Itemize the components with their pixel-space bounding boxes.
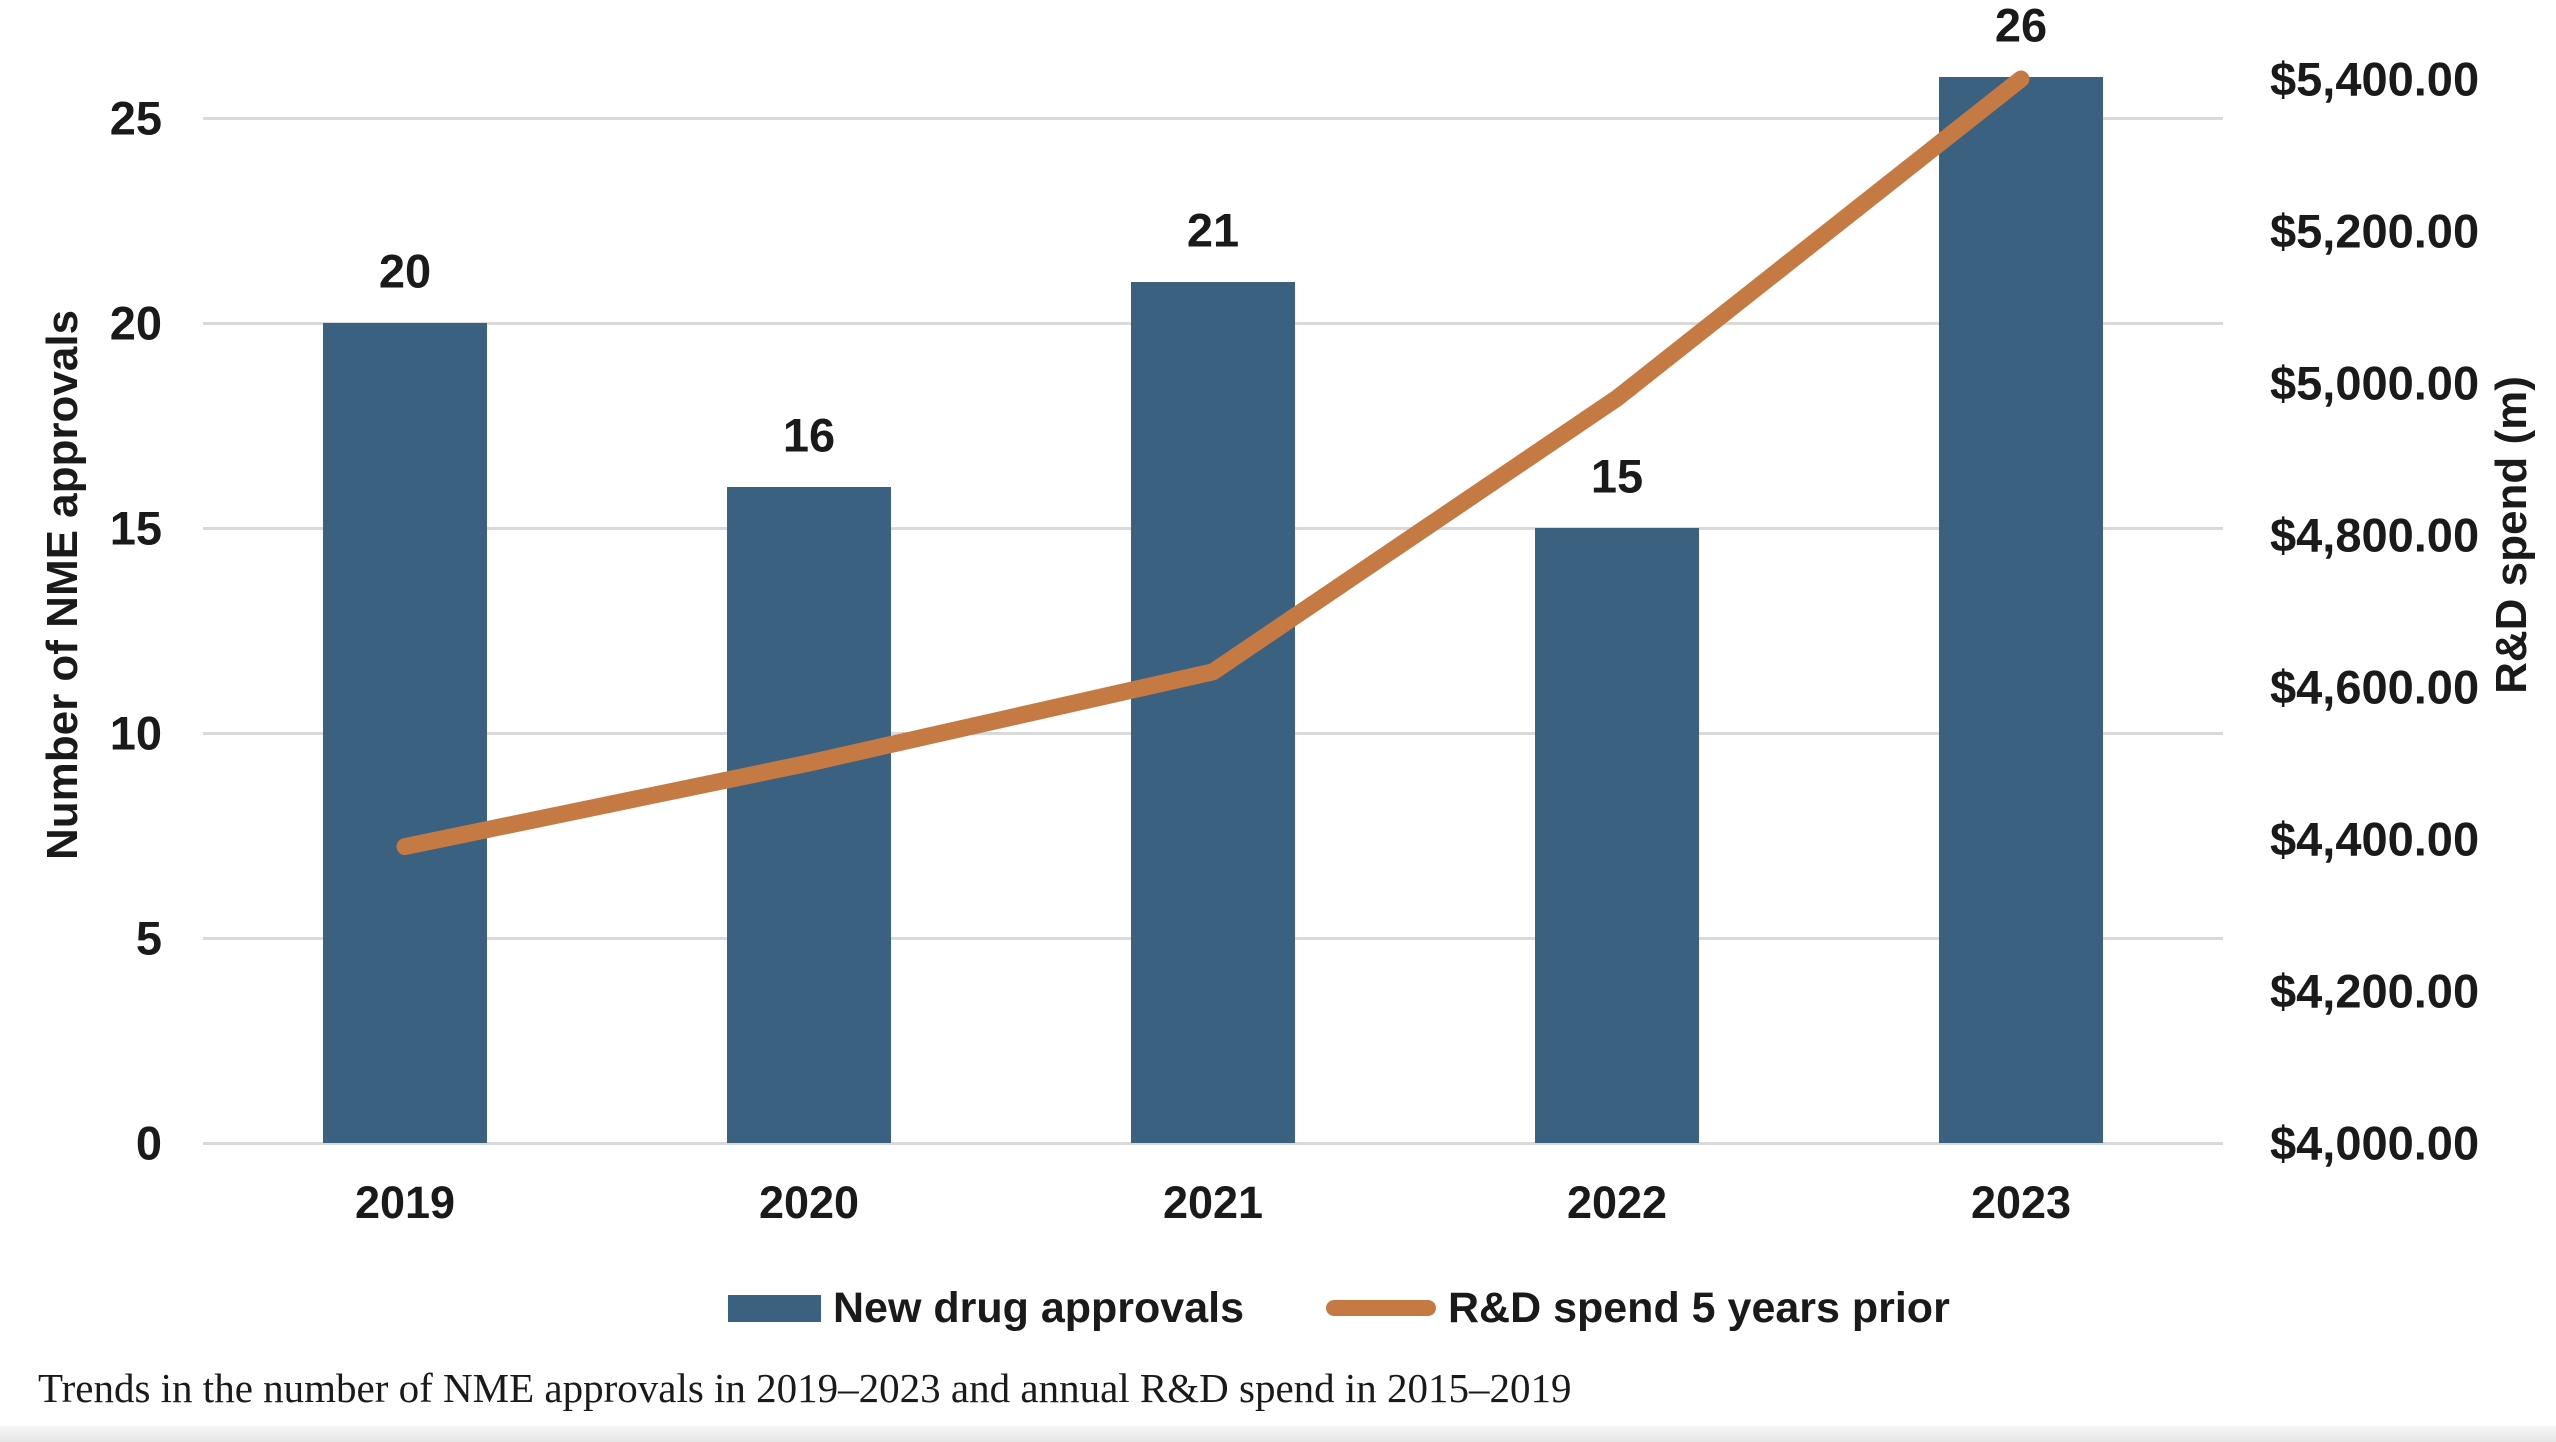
left-axis-tick-label: 0	[135, 1116, 162, 1170]
bar-data-label: 15	[1590, 449, 1644, 503]
bar-data-label: 20	[378, 244, 432, 298]
page-bottom-band	[0, 1426, 2556, 1442]
bar-2022	[1535, 528, 1699, 1143]
x-axis-tick-label: 2021	[1162, 1177, 1264, 1228]
bar-data-label: 16	[782, 408, 836, 462]
right-axis-tick-label: $5,200.00	[2270, 204, 2480, 258]
gridline	[203, 116, 2223, 120]
line-swatch-icon	[1325, 1300, 1436, 1316]
bar-2019	[323, 323, 487, 1143]
bar-data-label: 21	[1186, 203, 1240, 257]
left-axis-tick-label: 5	[135, 911, 162, 965]
left-axis-tick-label: 10	[109, 706, 162, 760]
legend-label-rd-spend: R&D spend 5 years prior	[1447, 1283, 1950, 1332]
legend-item-new-drug-approvals: New drug approvals	[728, 1284, 1244, 1333]
x-axis-line	[203, 1141, 2223, 1145]
bar-2021	[1131, 282, 1295, 1143]
left-axis-tick-label: 25	[109, 91, 162, 145]
bar-2023	[1939, 77, 2103, 1143]
chart-legend: New drug approvals R&D spend 5 years pri…	[728, 1280, 1950, 1336]
x-axis-tick-label: 2019	[354, 1177, 456, 1228]
x-axis-tick-label: 2022	[1566, 1177, 1668, 1228]
right-axis-tick-label: $5,400.00	[2270, 52, 2480, 106]
right-axis-tick-label: $4,400.00	[2270, 812, 2480, 866]
figure-caption: Trends in the number of NME approvals in…	[38, 1365, 1572, 1411]
bar-2020	[727, 487, 891, 1143]
bar-swatch-icon	[728, 1294, 821, 1322]
right-axis-tick-label: $5,000.00	[2270, 356, 2480, 410]
right-axis-title: R&D spend (m)	[2487, 376, 2536, 694]
legend-label-new-drug-approvals: New drug approvals	[833, 1283, 1244, 1332]
left-axis-title: Number of NME approvals	[38, 309, 87, 861]
legend-item-rd-spend: R&D spend 5 years prior	[1325, 1283, 1950, 1333]
right-axis-tick-label: $4,600.00	[2270, 660, 2480, 714]
left-axis-tick-label: 20	[109, 296, 162, 350]
x-axis-tick-label: 2020	[758, 1177, 860, 1228]
left-axis-tick-label: 15	[109, 501, 162, 555]
right-axis-tick-label: $4,200.00	[2270, 964, 2480, 1018]
x-axis-tick-label: 2023	[1970, 1177, 2072, 1228]
bar-data-label: 26	[1994, 0, 2048, 52]
right-axis-tick-label: $4,800.00	[2270, 508, 2480, 562]
right-axis-tick-label: $4,000.00	[2270, 1116, 2480, 1170]
